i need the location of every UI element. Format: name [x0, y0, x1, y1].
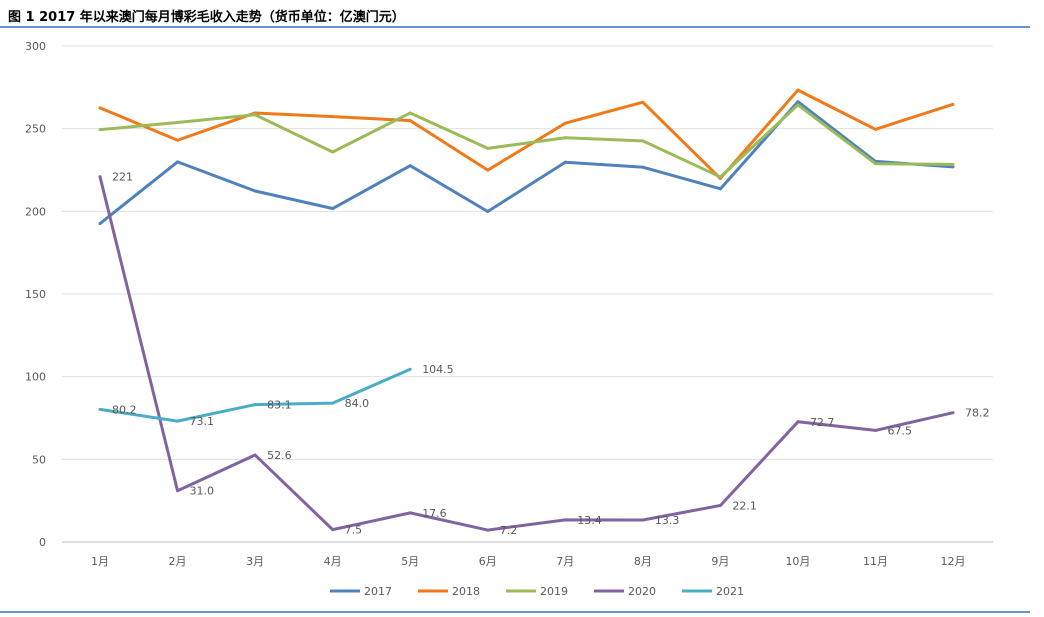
x-tick-label: 4月: [324, 555, 342, 568]
data-label-2020: 221: [112, 171, 133, 184]
x-tick-label: 7月: [556, 555, 574, 568]
y-tick-label: 200: [25, 205, 46, 218]
data-point-2017: [718, 187, 722, 191]
data-point-2017: [486, 209, 490, 213]
data-point-2018: [176, 138, 180, 142]
data-point-2020: [176, 489, 180, 493]
data-point-2017: [98, 222, 102, 226]
data-point-2019: [331, 150, 335, 154]
data-label-2020: 72.7: [810, 416, 835, 429]
x-tick-label: 3月: [246, 555, 264, 568]
data-point-2018: [563, 121, 567, 125]
data-label-2020: 67.5: [888, 424, 913, 437]
data-point-2019: [951, 162, 955, 166]
y-tick-label: 250: [25, 123, 46, 136]
data-point-2018: [796, 88, 800, 92]
x-tick-label: 2月: [169, 555, 187, 568]
data-label-2021: 84.0: [345, 397, 370, 410]
data-point-2018: [98, 106, 102, 110]
data-label-2021: 80.2: [112, 403, 137, 416]
data-point-2017: [951, 165, 955, 169]
data-point-2021: [253, 403, 257, 407]
data-point-2018: [951, 102, 955, 106]
data-point-2020: [408, 511, 412, 515]
series-line-2017: [99, 100, 954, 225]
data-point-2019: [486, 146, 490, 150]
data-point-2020: [331, 528, 335, 532]
data-label-2020: 52.6: [267, 449, 292, 462]
legend-label-2017: 2017: [364, 585, 392, 598]
data-point-2018: [486, 168, 490, 172]
data-point-2019: [98, 128, 102, 132]
data-label-2020: 13.4: [577, 514, 602, 527]
x-tick-label: 6月: [479, 555, 497, 568]
data-label-2020: 7.5: [345, 524, 363, 537]
data-point-2020: [98, 175, 102, 179]
data-point-2018: [331, 115, 335, 119]
data-point-2021: [176, 419, 180, 423]
data-point-2017: [796, 100, 800, 104]
data-point-2019: [641, 139, 645, 143]
data-label-2021: 104.5: [422, 363, 454, 376]
data-label-2020: 7.2: [500, 524, 518, 537]
data-point-2019: [796, 103, 800, 107]
data-point-2020: [253, 453, 257, 457]
data-label-2020: 17.6: [422, 507, 447, 520]
data-point-2017: [408, 164, 412, 168]
data-point-2019: [176, 121, 180, 125]
x-tick-label: 9月: [711, 555, 729, 568]
data-label-2021: 83.1: [267, 399, 292, 412]
series-line-2018: [99, 88, 954, 180]
y-tick-label: 150: [25, 288, 46, 301]
data-point-2020: [563, 518, 567, 522]
data-point-2019: [253, 113, 257, 117]
data-point-2018: [641, 100, 645, 104]
series-line-2019: [99, 103, 954, 179]
data-point-2020: [486, 528, 490, 532]
x-tick-label: 1月: [91, 555, 109, 568]
data-point-2019: [408, 111, 412, 115]
legend-label-2021: 2021: [716, 585, 744, 598]
data-point-2019: [718, 175, 722, 179]
data-point-2021: [408, 367, 412, 371]
data-point-2020: [796, 420, 800, 424]
data-label-2021: 73.1: [190, 415, 215, 428]
x-tick-label: 8月: [634, 555, 652, 568]
data-point-2020: [718, 503, 722, 507]
data-point-2019: [874, 162, 877, 166]
data-label-2020: 78.2: [965, 407, 990, 420]
x-tick-label: 5月: [401, 555, 419, 568]
legend-label-2020: 2020: [628, 585, 656, 598]
data-point-2021: [331, 401, 335, 405]
data-label-2020: 31.0: [190, 485, 215, 498]
data-point-2017: [641, 165, 645, 169]
figure-title: 图 1 2017 年以来澳门每月博彩毛收入走势（货币单位：亿澳门元）: [8, 10, 405, 25]
data-point-2017: [563, 160, 567, 164]
y-tick-label: 300: [25, 40, 46, 53]
y-tick-label: 50: [32, 453, 46, 466]
data-point-2019: [563, 136, 567, 140]
data-point-2020: [641, 518, 645, 522]
data-point-2017: [253, 189, 257, 193]
legend-label-2019: 2019: [540, 585, 568, 598]
x-tick-label: 12月: [941, 555, 966, 568]
x-tick-label: 11月: [863, 555, 888, 568]
data-point-2018: [408, 119, 412, 123]
data-point-2020: [951, 411, 955, 415]
data-label-2020: 13.3: [655, 514, 680, 527]
data-label-2020: 22.1: [732, 499, 757, 512]
y-tick-label: 0: [39, 536, 46, 549]
data-point-2020: [874, 428, 877, 432]
data-point-2017: [176, 160, 180, 164]
y-tick-label: 100: [25, 371, 46, 384]
data-point-2018: [874, 127, 877, 131]
data-point-2017: [331, 207, 335, 211]
data-point-2021: [98, 407, 102, 411]
legend-label-2018: 2018: [452, 585, 480, 598]
x-tick-label: 10月: [785, 555, 810, 568]
series-line-2020: [98, 176, 954, 532]
